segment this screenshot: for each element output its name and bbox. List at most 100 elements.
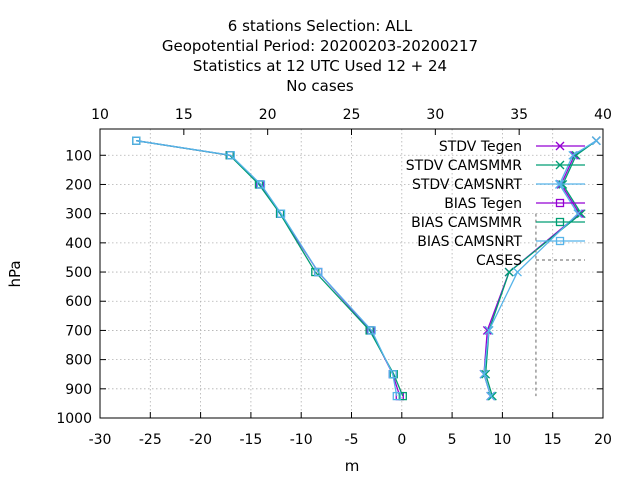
x-bottom-tick-label: -15 <box>239 432 262 448</box>
x-axis-label: m <box>345 457 360 475</box>
y-tick-label: 500 <box>65 265 92 281</box>
legend-marker <box>555 160 565 170</box>
y-tick-label: 800 <box>65 353 92 369</box>
data-point <box>256 180 266 189</box>
y-tick-label: 700 <box>65 323 92 339</box>
marker-stroke <box>484 325 494 335</box>
data-point <box>571 150 581 160</box>
legend-marker <box>555 236 565 246</box>
y-tick-label: 600 <box>65 294 92 310</box>
x-bottom-tick-label: -25 <box>139 432 162 448</box>
x-bottom-tick-label: 15 <box>544 432 562 448</box>
data-point <box>568 150 578 160</box>
axis-ticks: -30 -25 -20 -15 -10 -5 0 5 10 15 20 10 15 20 25 30 35 40 1… <box>56 107 612 448</box>
legend-marker <box>555 217 565 227</box>
y-tick-label: 400 <box>65 236 92 252</box>
data-point <box>314 267 323 277</box>
legend-item: STDV CAMSNRT <box>412 177 585 193</box>
x-top-tick-label: 25 <box>343 107 361 123</box>
legend-item: STDV CAMSMMR <box>406 158 585 174</box>
y-tick-label: 1000 <box>56 411 92 427</box>
data-point <box>576 209 586 219</box>
legend-label: STDV CAMSMMR <box>406 158 522 174</box>
data-point <box>276 209 286 218</box>
data-point <box>367 326 376 335</box>
series-bias-tegen <box>132 136 404 401</box>
legend-item: BIAS Tegen <box>444 196 585 212</box>
marker-stroke <box>591 136 601 146</box>
marker-stroke <box>576 209 586 219</box>
marker-stroke <box>573 209 583 219</box>
series-line <box>136 140 404 397</box>
legend-item: BIAS CAMSNRT <box>417 234 585 250</box>
data-point <box>392 391 401 401</box>
legend-item: CASES <box>476 253 585 269</box>
x-bottom-tick-label: 0 <box>397 432 406 448</box>
y-tick-label: 900 <box>65 382 92 398</box>
y-tick-label: 100 <box>65 148 92 164</box>
y-axis-label: hPa <box>6 260 24 287</box>
chart-title-line-4: No cases <box>286 77 354 95</box>
legend-item: STDV Tegen <box>439 139 585 155</box>
y-tick-label: 300 <box>65 207 92 223</box>
x-bottom-tick-label: -30 <box>89 432 112 448</box>
marker-stroke <box>571 150 581 160</box>
grid-lines <box>100 129 603 418</box>
legend-label: CASES <box>476 253 522 269</box>
series-line <box>483 140 597 397</box>
legend-label: STDV CAMSNRT <box>412 177 523 193</box>
chart-title-line-3: Statistics at 12 UTC Used 12 + 24 <box>192 57 448 75</box>
data-point <box>226 151 235 160</box>
series-line <box>484 140 597 397</box>
legend-label: BIAS CAMSNRT <box>417 234 522 250</box>
data-point <box>388 370 397 379</box>
x-top-tick-label: 20 <box>259 107 277 123</box>
data-point <box>513 267 522 277</box>
legend-marker <box>555 141 565 151</box>
series-bias-camsmmr <box>132 136 407 401</box>
x-bottom-tick-label: -5 <box>345 432 359 448</box>
x-top-tick-label: 40 <box>594 107 612 123</box>
marker-stroke <box>555 179 565 189</box>
x-top-tick-label: 15 <box>175 107 193 123</box>
legend-item: BIAS CAMSMMR <box>411 215 585 231</box>
marker-stroke <box>486 391 496 401</box>
data-point <box>591 136 601 146</box>
x-bottom-tick-label: 5 <box>448 432 457 448</box>
x-top-tick-label: 10 <box>91 107 109 123</box>
marker-stroke <box>555 141 565 151</box>
marker-stroke <box>513 267 522 277</box>
legend: STDV Tegen STDV CAMSMMR STDV CAMSNRT BIAS T… <box>406 139 585 269</box>
x-bottom-tick-label: -20 <box>189 432 212 448</box>
legend-label: BIAS CAMSMMR <box>411 215 522 231</box>
x-top-tick-label: 35 <box>510 107 528 123</box>
marker-stroke <box>575 209 584 219</box>
series-line <box>136 140 401 397</box>
marker-stroke <box>568 150 578 160</box>
marker-stroke <box>555 160 565 170</box>
chart-title-line-1: 6 stations Selection: ALL <box>227 17 413 35</box>
x-bottom-tick-label: 20 <box>594 432 612 448</box>
legend-marker <box>555 179 565 189</box>
series-group <box>132 136 601 401</box>
legend-label: BIAS Tegen <box>444 196 522 212</box>
marker-stroke <box>479 369 489 379</box>
data-point <box>573 209 583 219</box>
series-bias-camsnrt <box>132 136 401 401</box>
data-point <box>504 267 514 277</box>
marker-stroke <box>487 391 497 401</box>
x-bottom-tick-label: 10 <box>493 432 511 448</box>
x-top-tick-label: 30 <box>426 107 444 123</box>
data-point <box>481 369 491 379</box>
legend-label: STDV Tegen <box>439 139 522 155</box>
data-point <box>398 391 407 401</box>
x-bottom-tick-label: -10 <box>290 432 313 448</box>
marker-stroke <box>481 369 491 379</box>
data-point <box>479 369 489 379</box>
data-point <box>486 391 496 401</box>
series-stdv-camsnrt <box>479 136 601 401</box>
data-point <box>484 325 494 335</box>
data-point <box>132 136 141 145</box>
y-tick-label: 200 <box>65 177 92 193</box>
